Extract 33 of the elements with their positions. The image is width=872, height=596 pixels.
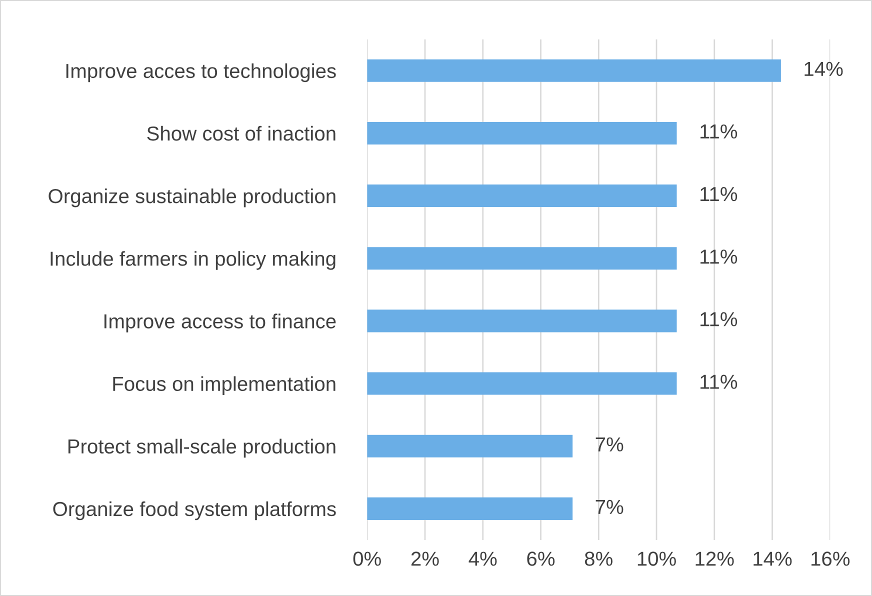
data-label: 14% — [804, 62, 843, 76]
y-tick-label: Protect small-scale production — [68, 438, 336, 458]
bar — [367, 372, 677, 395]
data-label: 7% — [596, 437, 624, 452]
data-label: 11% — [700, 187, 738, 202]
x-tick-label: 0% — [353, 552, 381, 566]
bar — [367, 59, 781, 82]
x-tick-label: 14% — [754, 552, 792, 566]
x-tick-label: 6% — [527, 552, 555, 566]
x-tick-label: 10% — [638, 552, 676, 566]
x-tick-label: 16% — [812, 552, 850, 566]
x-tick-label: 2% — [411, 552, 439, 566]
bar — [367, 497, 573, 520]
y-tick-label: Improve acces to technologies — [66, 63, 336, 82]
bar — [367, 184, 677, 208]
y-tick-label: Focus on implementation — [113, 376, 336, 395]
y-tick-label: Organize sustainable production — [48, 188, 336, 208]
y-tick-label: Show cost of inaction — [147, 126, 336, 141]
bar — [367, 247, 677, 270]
data-label: 11% — [700, 374, 738, 389]
data-label: 11% — [700, 312, 738, 326]
x-tick-label: 8% — [584, 552, 612, 566]
data-label: 11% — [700, 124, 738, 139]
data-label: 7% — [596, 500, 624, 514]
data-label: 11% — [700, 250, 738, 264]
x-tick-label: 4% — [468, 552, 497, 566]
x-tick-label: 12% — [696, 552, 734, 566]
bar — [367, 310, 677, 332]
bar — [367, 434, 573, 458]
y-tick-label: Include farmers in policy making — [50, 251, 336, 270]
y-tick-label: Organize food system platforms — [53, 501, 336, 520]
y-tick-label: Improve access to finance — [104, 314, 336, 332]
bar — [367, 122, 677, 144]
